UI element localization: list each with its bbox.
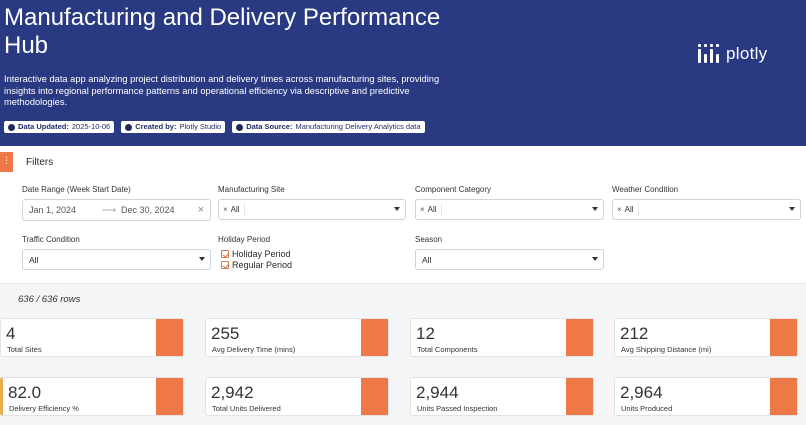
chip-remove-icon[interactable]: × — [617, 205, 622, 214]
kpi-label: Units Produced — [621, 404, 673, 413]
chip-all[interactable]: × All — [617, 203, 639, 216]
select-value: All — [422, 254, 432, 265]
badge-value: Manufacturing Delivery Analytics data — [295, 122, 421, 131]
chevron-down-icon — [199, 257, 205, 261]
kpi-accent-bar — [770, 378, 797, 415]
kpi-card: 4 Total Sites — [0, 318, 184, 357]
app-header: Manufacturing and Delivery Performance H… — [0, 0, 806, 146]
badge-value: Plotly Studio — [179, 122, 222, 131]
filters-title: Filters — [26, 157, 54, 168]
chevron-down-icon — [394, 207, 400, 211]
kpi-value: 2,944 — [416, 383, 459, 402]
date-range-picker[interactable]: Jan 1, 2024 ⟶ Dec 30, 2024 × — [22, 199, 211, 221]
kpi-card: 2,942 Total Units Delivered — [205, 377, 389, 416]
chip-label: All — [427, 205, 437, 214]
created-by-badge: Created by: Plotly Studio — [121, 121, 226, 133]
kpi-value: 82.0 — [8, 383, 42, 402]
kpi-accent-bar — [156, 319, 183, 356]
kpi-card: 12 Total Components — [410, 318, 594, 357]
logo-text: plotly — [726, 44, 768, 63]
chip-all[interactable]: × All — [420, 203, 442, 216]
kpi-value: 12 — [416, 324, 435, 343]
database-icon — [236, 123, 244, 131]
chevron-down-icon — [592, 257, 598, 261]
component-category-label: Component Category — [415, 185, 492, 194]
manufacturing-site-select[interactable]: × All — [218, 199, 406, 220]
data-updated-badge: Data Updated: 2025-10-06 — [4, 121, 115, 133]
filters-panel: ⫶ Filters Date Range (Week Start Date) J… — [0, 146, 806, 284]
badge-row: Data Updated: 2025-10-06 Created by: Plo… — [4, 121, 425, 133]
kpi-label: Total Components — [417, 345, 478, 354]
check-circle-icon — [8, 123, 15, 131]
kpi-accent-bar — [770, 319, 797, 356]
checkbox-label: Holiday Period — [232, 249, 291, 259]
holiday-period-label: Holiday Period — [218, 235, 271, 244]
kpi-value: 212 — [620, 324, 649, 343]
clear-date-icon[interactable]: × — [197, 204, 204, 216]
chevron-down-icon — [592, 207, 598, 211]
date-end[interactable]: Dec 30, 2024 — [121, 205, 175, 215]
holiday-period-checkbox[interactable]: Holiday Period — [221, 249, 291, 259]
kpi-label: Delivery Efficiency % — [9, 404, 79, 413]
kpi-card: 255 Avg Delivery Time (mins) — [205, 318, 389, 357]
traffic-condition-select[interactable]: All — [22, 249, 211, 270]
weather-condition-select[interactable]: × All — [612, 199, 801, 220]
plotly-logo: plotly — [698, 44, 768, 63]
chip-remove-icon[interactable]: × — [420, 205, 425, 214]
kpi-accent-bar — [156, 378, 183, 415]
weather-condition-label: Weather Condition — [612, 185, 679, 194]
badge-key: Data Updated: — [18, 122, 69, 131]
checkbox-label: Regular Period — [232, 260, 293, 270]
date-range-label: Date Range (Week Start Date) — [22, 185, 131, 194]
page-title: Manufacturing and Delivery Performance H… — [4, 4, 441, 59]
filter-toggle-button[interactable]: ⫶ — [0, 152, 13, 172]
chip-label: All — [230, 205, 240, 214]
checkbox-checked-icon[interactable] — [221, 250, 229, 258]
kpi-label: Total Units Delivered — [212, 404, 281, 413]
kpi-accent-bar — [566, 378, 593, 415]
kpi-accent-bar — [361, 378, 388, 415]
badge-key: Created by: — [135, 122, 177, 131]
chevron-down-icon — [789, 207, 795, 211]
page-description: Interactive data app analyzing project d… — [4, 74, 440, 107]
kpi-label: Total Sites — [7, 345, 42, 354]
kpi-card: 212 Avg Shipping Distance (mi) — [614, 318, 798, 357]
kpi-accent-bar — [566, 319, 593, 356]
user-icon — [125, 123, 133, 131]
plotly-logo-icon — [698, 44, 720, 63]
kpi-label: Avg Delivery Time (mins) — [212, 345, 296, 354]
kpi-value: 2,964 — [620, 383, 663, 402]
kpi-accent-bar — [361, 319, 388, 356]
kpi-card-highlighted: 82.0 Delivery Efficiency % — [0, 377, 184, 416]
kpi-label: Avg Shipping Distance (mi) — [621, 345, 712, 354]
arrow-right-icon: ⟶ — [102, 204, 117, 216]
kpi-label: Units Passed Inspection — [417, 404, 498, 413]
season-select[interactable]: All — [415, 249, 604, 270]
badge-value: 2025-10-06 — [71, 122, 111, 131]
kpi-value: 255 — [211, 324, 240, 343]
season-label: Season — [415, 235, 443, 244]
badge-key: Data Source: — [246, 122, 293, 131]
chip-all[interactable]: × All — [223, 203, 245, 216]
data-source-badge: Data Source: Manufacturing Delivery Anal… — [232, 121, 425, 133]
kpi-card: 2,944 Units Passed Inspection — [410, 377, 594, 416]
row-count: 636 / 636 rows — [18, 294, 81, 305]
kpi-value: 2,942 — [211, 383, 254, 402]
chip-label: All — [624, 205, 634, 214]
traffic-condition-label: Traffic Condition — [22, 235, 80, 244]
kpi-card: 2,964 Units Produced — [614, 377, 798, 416]
regular-period-checkbox[interactable]: Regular Period — [221, 260, 292, 270]
checkbox-checked-icon[interactable] — [221, 261, 229, 269]
component-category-select[interactable]: × All — [415, 199, 604, 220]
sliders-icon: ⫶ — [5, 156, 8, 167]
kpi-value: 4 — [6, 324, 16, 343]
date-start[interactable]: Jan 1, 2024 — [29, 205, 77, 215]
select-value: All — [29, 254, 39, 265]
chip-remove-icon[interactable]: × — [223, 205, 228, 214]
manufacturing-site-label: Manufacturing Site — [218, 185, 285, 194]
